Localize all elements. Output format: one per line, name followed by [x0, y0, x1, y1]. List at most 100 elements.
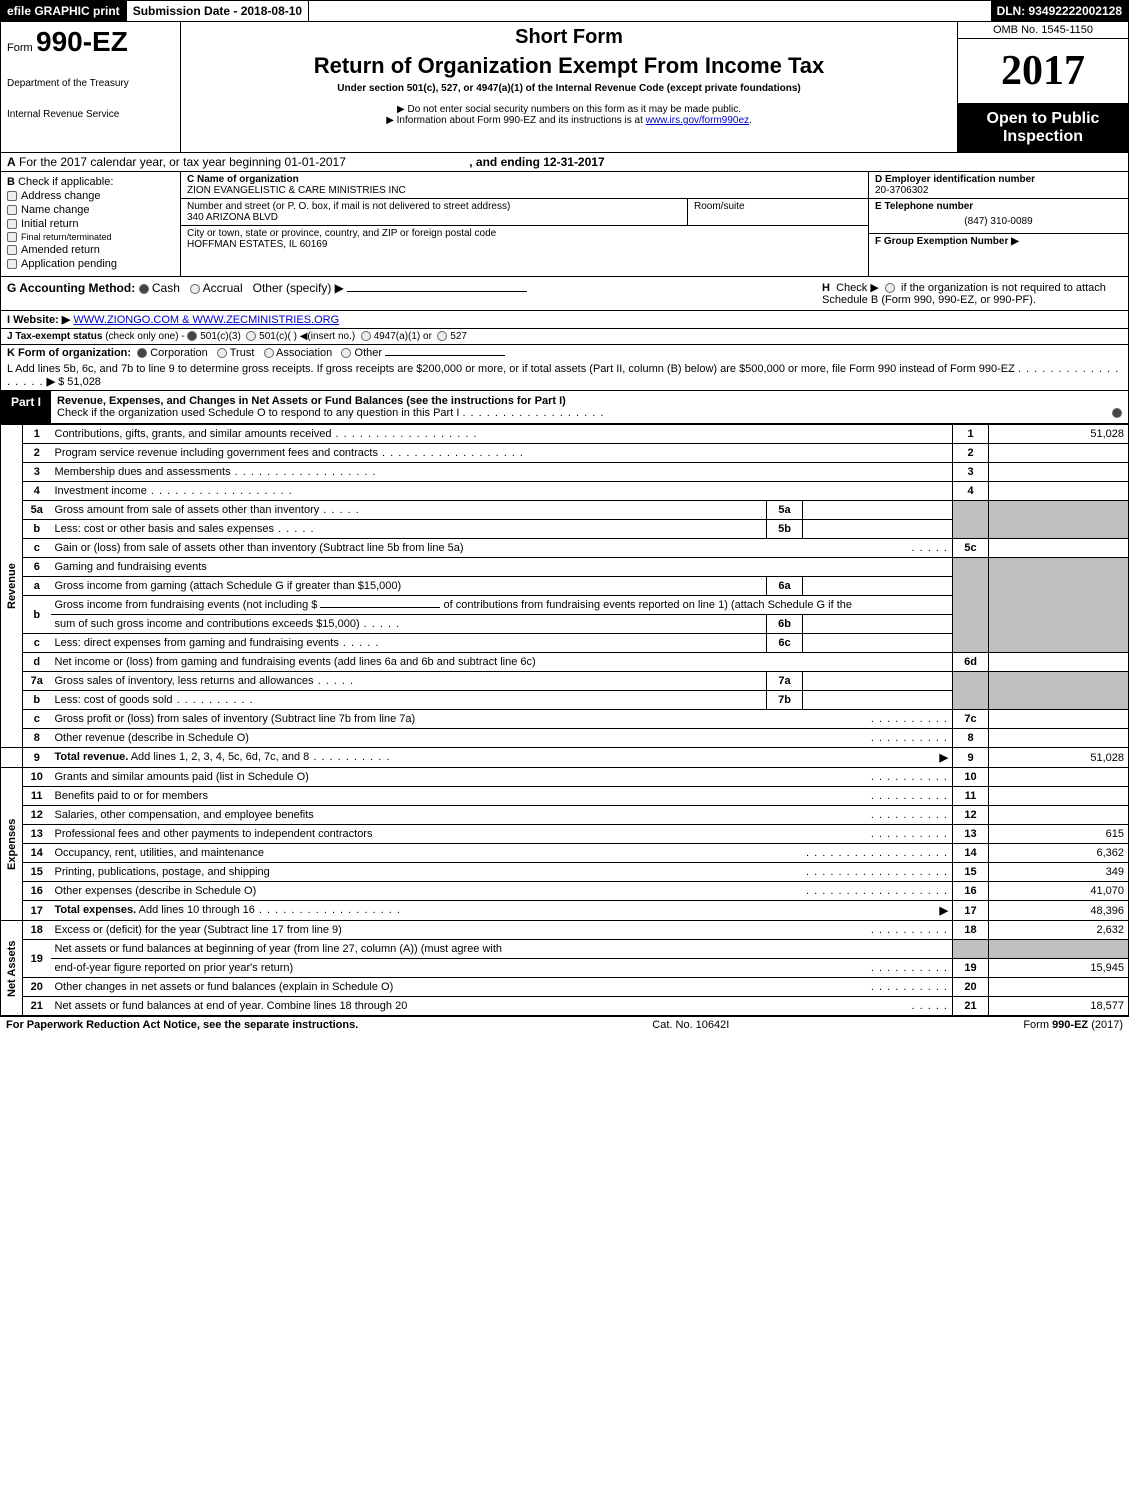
l6b-desc1: Gross income from fundraising events (no…: [51, 596, 953, 615]
s527: 527: [450, 331, 467, 342]
cb-initial-return[interactable]: [7, 219, 17, 229]
cb-final-return[interactable]: [7, 232, 17, 242]
radio-trust[interactable]: [217, 348, 227, 358]
l9-rval: 51,028: [989, 748, 1129, 768]
cb-address-change[interactable]: [7, 191, 17, 201]
g-label: G Accounting Method:: [7, 281, 135, 295]
l11-rval: [989, 787, 1129, 806]
radio-527[interactable]: [437, 331, 447, 341]
l6-grey-val: [989, 558, 1129, 653]
l19-desc: Net assets or fund balances at beginning…: [51, 940, 953, 959]
d-value: 20-3706302: [875, 185, 1122, 196]
row-line3: 3 Membership dues and assessments 3: [1, 463, 1129, 482]
l18-num: 18: [23, 921, 51, 940]
top-block: Form 990-EZ Department of the Treasury I…: [0, 22, 1129, 153]
l17-rnum: 17: [953, 901, 989, 921]
l7c-desc: Gross profit or (loss) from sales of inv…: [51, 710, 953, 729]
l21-rnum: 21: [953, 997, 989, 1016]
row-line12: 12 Salaries, other compensation, and emp…: [1, 806, 1129, 825]
room-label: Room/suite: [694, 201, 862, 212]
row-j: J Tax-exempt status (check only one) - 5…: [0, 329, 1129, 345]
l4-desc: Investment income: [51, 482, 953, 501]
h-check: Check ▶: [836, 282, 879, 294]
info-about-prefix: ▶ Information about Form 990-EZ and its …: [386, 115, 645, 126]
l7b-mval: [803, 691, 953, 710]
under-section-text: Under section 501(c), 527, or 4947(a)(1)…: [187, 83, 951, 94]
l19-num: 19: [23, 940, 51, 978]
form-ref: Form 990-EZ (2017): [1023, 1019, 1123, 1031]
row-line8: 8 Other revenue (describe in Schedule O)…: [1, 729, 1129, 748]
row-line7c: c Gross profit or (loss) from sales of i…: [1, 710, 1129, 729]
l6c-desc: Less: direct expenses from gaming and fu…: [51, 634, 767, 653]
l15-rnum: 15: [953, 863, 989, 882]
d-label: D Employer identification number: [875, 174, 1122, 185]
radio-4947[interactable]: [361, 331, 371, 341]
radio-accrual[interactable]: [190, 284, 200, 294]
l17-desc: Total expenses. Add lines 10 through 16 …: [51, 901, 953, 921]
info-link[interactable]: www.irs.gov/form990ez: [646, 115, 749, 126]
l5c-num: c: [23, 539, 51, 558]
check-if-label: Check if applicable:: [18, 176, 113, 188]
radio-corp[interactable]: [137, 348, 147, 358]
radio-501c3[interactable]: [187, 331, 197, 341]
e-label: E Telephone number: [875, 201, 1122, 212]
l13-rnum: 13: [953, 825, 989, 844]
l14-rval: 6,362: [989, 844, 1129, 863]
l10-desc: Grants and similar amounts paid (list in…: [51, 768, 953, 787]
part1-desc-text: Revenue, Expenses, and Changes in Net As…: [57, 395, 566, 407]
row-k: K Form of organization: Corporation Trus…: [0, 345, 1129, 361]
col-c: C Name of organization ZION EVANGELISTIC…: [181, 172, 868, 276]
open-public-line2: Inspection: [964, 128, 1122, 146]
l2-desc: Program service revenue including govern…: [51, 444, 953, 463]
row-line21: 21 Net assets or fund balances at end of…: [1, 997, 1129, 1016]
form-number: 990-EZ: [36, 26, 128, 57]
part1-desc: Revenue, Expenses, and Changes in Net As…: [51, 391, 1128, 423]
part1-header: Part I Revenue, Expenses, and Changes in…: [0, 391, 1129, 424]
l10-rval: [989, 768, 1129, 787]
calendar-year-text: For the 2017 calendar year, or tax year …: [19, 155, 346, 169]
radio-501c[interactable]: [246, 331, 256, 341]
radio-assoc[interactable]: [264, 348, 274, 358]
row-line6d: d Net income or (loss) from gaming and f…: [1, 653, 1129, 672]
amended-return-label: Amended return: [21, 244, 100, 256]
cb-app-pending[interactable]: [7, 259, 17, 269]
row-line19b: end-of-year figure reported on prior yea…: [1, 959, 1129, 978]
radio-h[interactable]: [885, 283, 895, 293]
cb-amended-return[interactable]: [7, 245, 17, 255]
part1-dots: [462, 407, 604, 419]
main-table: Revenue 1 Contributions, gifts, grants, …: [0, 424, 1129, 1016]
tax-year: 2017: [958, 39, 1128, 104]
l7a-mval: [803, 672, 953, 691]
org-name: ZION EVANGELISTIC & CARE MINISTRIES INC: [187, 185, 862, 196]
l3-desc: Membership dues and assessments: [51, 463, 953, 482]
l6b-num: b: [23, 596, 51, 634]
s4947: 4947(a)(1) or: [374, 331, 432, 342]
col-b-checkboxes: B Check if applicable: Address change Na…: [1, 172, 181, 276]
l16-num: 16: [23, 882, 51, 901]
cb-name-change[interactable]: [7, 205, 17, 215]
c-city-cell: City or town, state or province, country…: [181, 226, 868, 252]
title-block: Short Form Return of Organization Exempt…: [181, 22, 958, 152]
s501c3: 501(c)(3): [200, 331, 241, 342]
radio-other[interactable]: [341, 348, 351, 358]
l11-desc: Benefits paid to or for members: [51, 787, 953, 806]
radio-cash[interactable]: [139, 284, 149, 294]
cat-no: Cat. No. 10642I: [652, 1019, 729, 1031]
e-value: (847) 310-0089: [875, 212, 1122, 231]
l11-num: 11: [23, 787, 51, 806]
l15-num: 15: [23, 863, 51, 882]
l7a-mnum: 7a: [767, 672, 803, 691]
cb-schedule-o[interactable]: [1112, 408, 1122, 418]
insert-no: ◀(insert no.): [300, 331, 355, 342]
open-public-line1: Open to Public: [964, 110, 1122, 128]
l10-num: 10: [23, 768, 51, 787]
l9-rnum: 9: [953, 748, 989, 768]
k-label: K Form of organization:: [7, 347, 131, 359]
l16-rval: 41,070: [989, 882, 1129, 901]
website-link[interactable]: WWW.ZIONGO.COM & WWW.ZECMINISTRIES.ORG: [73, 314, 339, 326]
assoc-label: Association: [276, 347, 332, 359]
l19-rnum: 19: [953, 959, 989, 978]
block-bc: B Check if applicable: Address change Na…: [0, 172, 1129, 277]
l2-rval: [989, 444, 1129, 463]
l7b-num: b: [23, 691, 51, 710]
